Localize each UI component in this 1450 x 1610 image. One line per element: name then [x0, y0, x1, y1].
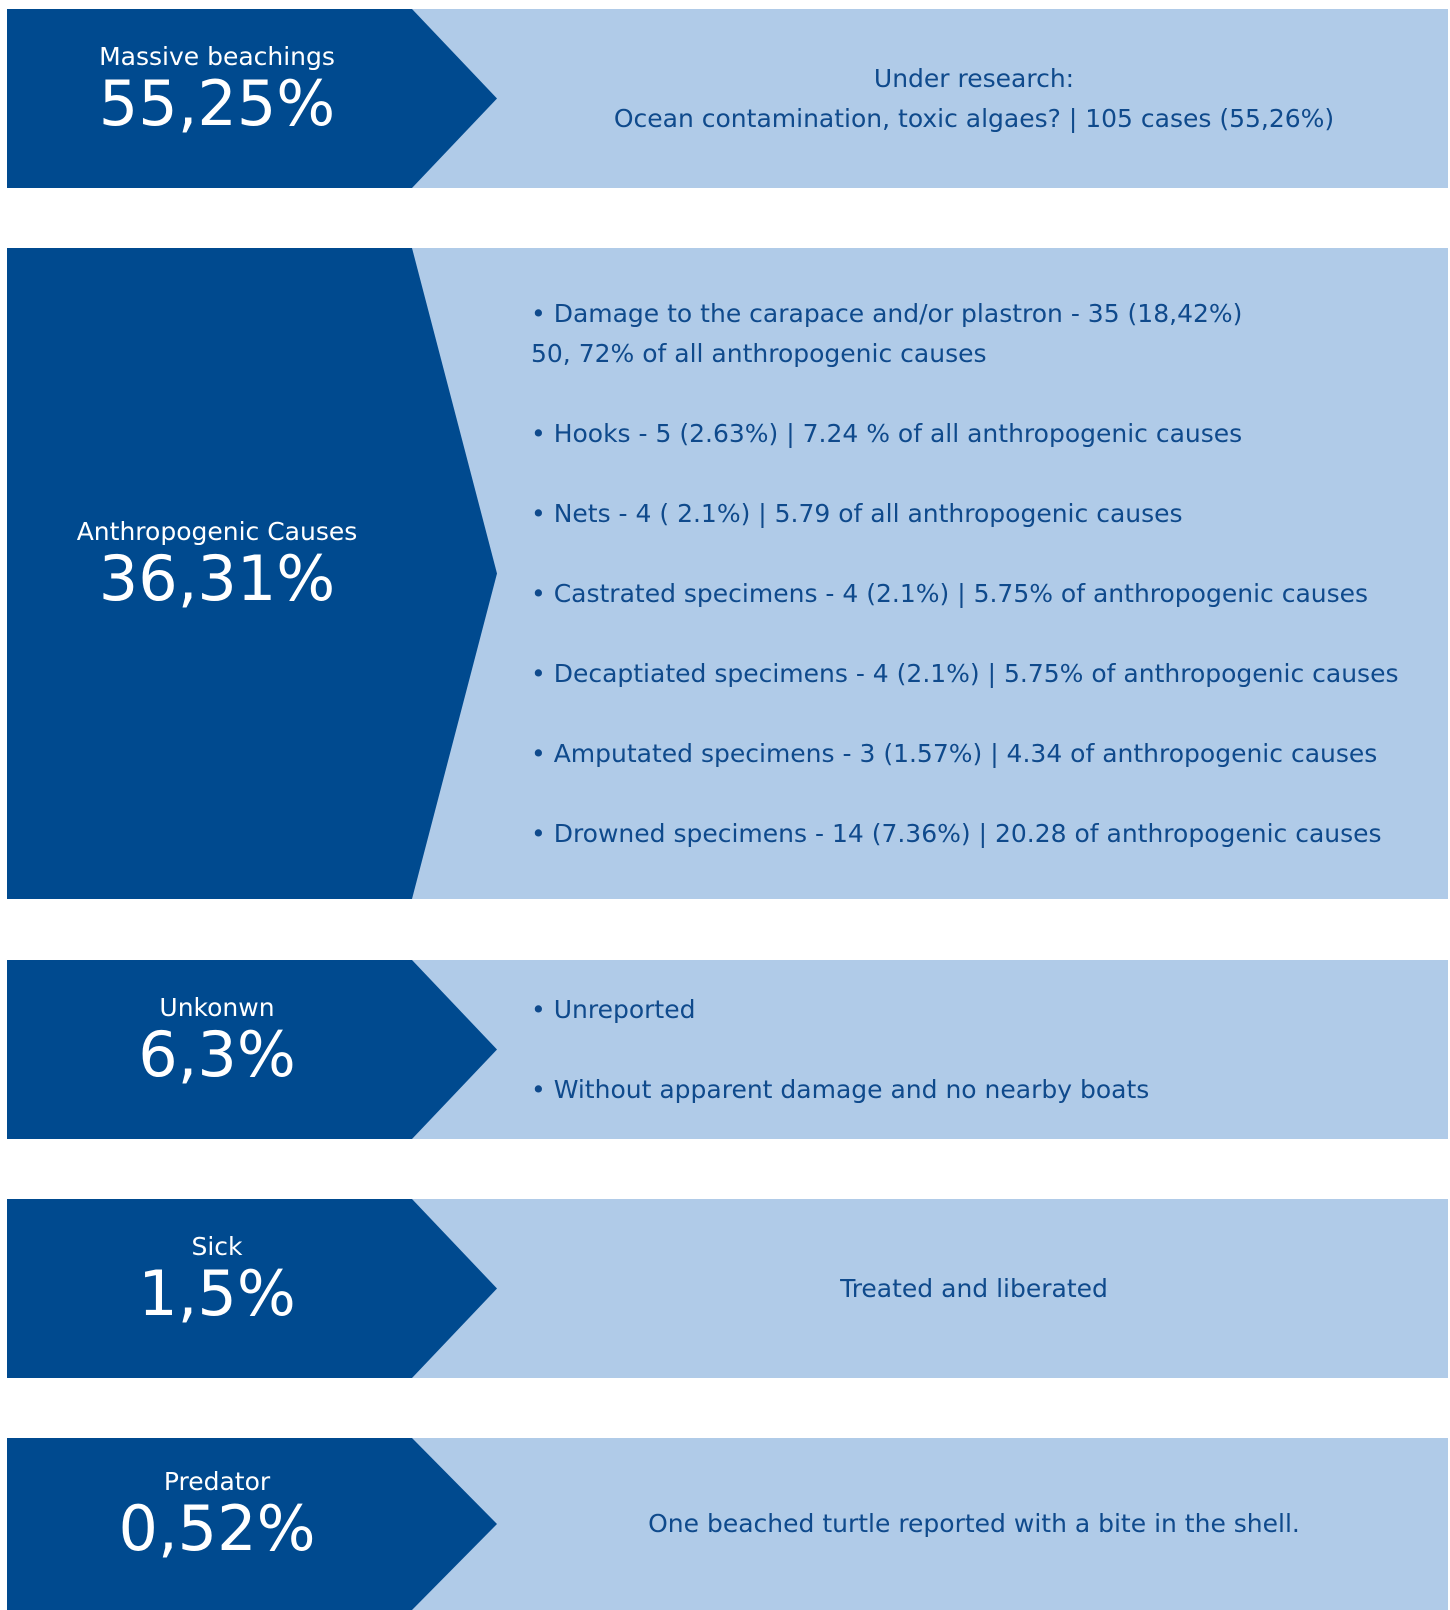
category-arrow: [7, 248, 497, 899]
detail-item: • Decaptiated specimens - 4 (2.1%) | 5.7…: [531, 654, 1398, 694]
details: One beached turtle reported with a bite …: [500, 1438, 1448, 1610]
category-percent: 36,31%: [98, 541, 336, 615]
details: • Unreported • Without apparent damage an…: [531, 960, 1448, 1139]
detail-line: • Amputated specimens - 3 (1.57%) | 4.34…: [531, 738, 1378, 768]
detail-line: Treated and liberated: [840, 1273, 1108, 1303]
category-block: Unkonwn 6,3%: [7, 950, 427, 1129]
category-block: Sick 1,5%: [7, 1189, 427, 1368]
detail-line: One beached turtle reported with a bite …: [648, 1509, 1300, 1538]
category-percent: 55,25%: [98, 66, 336, 140]
detail-line: • Drowned specimens - 14 (7.36%) | 20.28…: [531, 818, 1382, 848]
detail-item: • Castrated specimens - 4 (2.1%) | 5.75%…: [531, 574, 1368, 614]
category-block: Massive beachings 55,25%: [7, 0, 427, 178]
details: • Damage to the carapace and/or plastron…: [531, 248, 1448, 899]
detail-line: • Without apparent damage and no nearby …: [531, 1074, 1150, 1104]
detail-item: Under research: Ocean contamination, toxi…: [614, 59, 1334, 139]
category-arrow: [7, 960, 497, 1139]
detail-item: • Hooks - 5 (2.63%) | 7.24 % of all anth…: [531, 414, 1242, 454]
category-label: Anthropogenic Causes: [76, 516, 358, 546]
detail-line: • Castrated specimens - 4 (2.1%) | 5.75%…: [531, 578, 1369, 608]
category-arrow: [7, 1438, 497, 1610]
category-block: Predator 0,52%: [7, 1428, 427, 1600]
detail-line: • Decaptiated specimens - 4 (2.1%) | 5.7…: [531, 658, 1399, 688]
detail-item: • Amputated specimens - 3 (1.57%) | 4.34…: [531, 734, 1377, 774]
detail-item: Treated and liberated: [840, 1269, 1108, 1309]
detail-item: • Damage to the carapace and/or plastron…: [531, 294, 1242, 374]
category-label: Predator: [163, 1467, 271, 1496]
detail-line: • Nets - 4 ( 2.1%) | 5.79 of all anthrop…: [531, 498, 1183, 528]
detail-item: • Unreported: [531, 990, 695, 1030]
detail-item: • Drowned specimens - 14 (7.36%) | 20.28…: [531, 814, 1382, 854]
detail-panel: [400, 248, 1448, 899]
detail-panel: [400, 1199, 1448, 1378]
category-percent: 0,52%: [118, 1492, 316, 1565]
detail-line: • Unreported: [531, 994, 696, 1024]
detail-line: • Damage to the carapace and/or plastron…: [531, 298, 1243, 328]
detail-item: One beached turtle reported with a bite …: [648, 1504, 1300, 1544]
details: Under research: Ocean contamination, toxi…: [500, 9, 1448, 188]
detail-panel: [400, 9, 1448, 188]
category-arrow: [7, 1199, 497, 1378]
category-label: Sick: [191, 1231, 243, 1261]
detail-panel: [400, 1438, 1448, 1610]
detail-item: • Without apparent damage and no nearby …: [531, 1070, 1149, 1110]
category-label: Massive beachings: [99, 41, 335, 71]
detail-line: Under research:: [873, 63, 1075, 93]
category-percent: 6,3%: [138, 1017, 296, 1091]
detail-line: Ocean contamination, toxic algaes? | 105…: [613, 103, 1335, 133]
details: Treated and liberated: [500, 1199, 1448, 1378]
detail-item: • Nets - 4 ( 2.1%) | 5.79 of all anthrop…: [531, 494, 1183, 534]
category-percent: 1,5%: [138, 1256, 296, 1330]
detail-line: 50, 72% of all anthropogenic causes: [531, 338, 987, 368]
category-arrow: [7, 9, 497, 188]
category-block: Anthropogenic Causes 36,31%: [7, 238, 427, 889]
detail-panel: [400, 960, 1448, 1139]
detail-line: • Hooks - 5 (2.63%) | 7.24 % of all anth…: [531, 418, 1243, 448]
category-label: Unkonwn: [159, 992, 275, 1022]
